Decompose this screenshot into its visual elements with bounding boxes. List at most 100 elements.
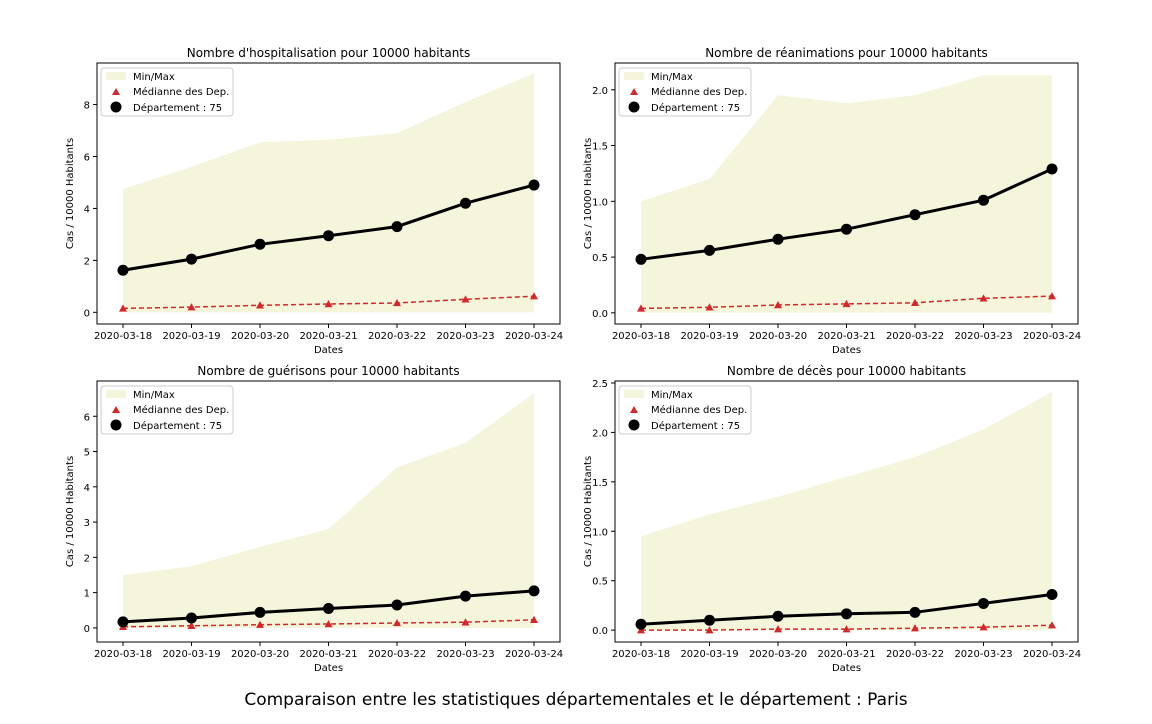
median-point xyxy=(911,298,919,307)
department-point xyxy=(635,618,647,630)
y-axis-label: Cas / 10000 Habitants xyxy=(65,456,76,567)
department-point xyxy=(186,612,197,624)
y-axis-label: Cas / 10000 Habitants xyxy=(583,138,594,249)
department-point xyxy=(909,209,921,221)
x-tick-label: 2020-03-22 xyxy=(886,331,944,342)
x-tick-label: 2020-03-21 xyxy=(817,331,875,342)
legend-box xyxy=(100,385,234,435)
y-tick-label: 2.0 xyxy=(592,86,608,97)
department-point xyxy=(391,599,403,611)
department-point xyxy=(460,590,471,602)
chart-panel-1: 0 2 4 6 8 2020-03-18 2020-03-19 2020-03-20 2020-… xyxy=(65,46,563,356)
chart-panel-3: 0 1 2 3 4 5 6 2020-03-18 2020-03-19 2020-03-20 202… xyxy=(65,364,563,674)
department-point xyxy=(254,238,266,250)
y-axis-label: Cas / 10000 Habitants xyxy=(65,138,76,249)
x-tick-label: 2020-03-24 xyxy=(1023,649,1081,660)
x-tick-label: 2020-03-24 xyxy=(1023,331,1081,342)
x-tick-label: 2020-03-20 xyxy=(231,331,289,342)
median-point xyxy=(637,304,645,312)
y-axis-label: Cas / 10000 Habitants xyxy=(583,456,594,567)
minmax-band xyxy=(641,75,1052,313)
legend: Min/Max Médianne des Dep. Département : 75 xyxy=(100,385,234,435)
legend-label: Département : 75 xyxy=(133,420,222,432)
legend-box xyxy=(618,67,752,117)
x-tick-label: 2020-03-19 xyxy=(680,649,738,660)
median-point xyxy=(774,625,782,633)
x-tick-label: 2020-03-19 xyxy=(162,331,220,342)
department-point xyxy=(528,179,540,191)
legend-swatch-minmax xyxy=(106,72,126,80)
legend-swatch-minmax xyxy=(106,390,126,398)
median-point xyxy=(1048,621,1056,629)
legend-label: Min/Max xyxy=(133,390,175,401)
chart-title: Nombre de réanimations pour 10000 habita… xyxy=(705,46,988,60)
x-tick-label: 2020-03-21 xyxy=(299,331,357,342)
y-tick-label: 3 xyxy=(84,518,90,529)
x-tick-label: 2020-03-23 xyxy=(436,649,494,660)
y-tick-label: 0.5 xyxy=(592,253,608,264)
department-point xyxy=(841,223,852,235)
x-axis-label: Dates xyxy=(832,663,861,674)
y-tick-label: 1.0 xyxy=(592,527,608,538)
department-point xyxy=(635,253,647,265)
department-point xyxy=(528,585,540,597)
department-point xyxy=(117,616,129,628)
x-tick-label: 2020-03-19 xyxy=(680,331,738,342)
legend-swatch-minmax xyxy=(624,390,644,398)
x-tick-label: 2020-03-18 xyxy=(612,331,670,342)
y-tick-label: 0.5 xyxy=(592,577,608,588)
y-tick-label: 0 xyxy=(84,624,90,635)
legend-label: Médianne des Dep. xyxy=(133,404,229,416)
department-point xyxy=(978,194,989,206)
x-tick-label: 2020-03-20 xyxy=(749,649,807,660)
y-tick-label: 1 xyxy=(84,589,90,600)
chart-title: Nombre d'hospitalisation pour 10000 habi… xyxy=(187,46,471,60)
department-point xyxy=(254,606,266,618)
department-point xyxy=(978,597,989,609)
department-point xyxy=(704,614,715,626)
median-point xyxy=(842,299,851,308)
median-point xyxy=(774,301,782,309)
median-point xyxy=(979,294,988,302)
x-tick-label: 2020-03-21 xyxy=(817,649,875,660)
median-point xyxy=(530,292,538,300)
median-point xyxy=(530,615,538,623)
y-tick-label: 0 xyxy=(84,308,90,319)
department-point xyxy=(909,606,921,618)
x-axis-label: Dates xyxy=(832,345,861,356)
median-point xyxy=(979,623,988,631)
x-tick-label: 2020-03-20 xyxy=(749,331,807,342)
department-point xyxy=(460,197,471,209)
y-tick-label: 1.0 xyxy=(592,197,608,208)
y-tick-label: 2 xyxy=(84,553,90,564)
chart-title: Nombre de décès pour 10000 habitants xyxy=(727,364,966,378)
chart-panel-2: 0.0 0.5 1.0 1.5 2.0 2020-03-18 2020-03-19 2020-… xyxy=(583,46,1081,356)
median-point xyxy=(705,303,714,311)
department-point xyxy=(117,264,129,276)
x-tick-label: 2020-03-18 xyxy=(612,649,670,660)
x-axis-label: Dates xyxy=(314,345,343,356)
department-point xyxy=(323,602,334,614)
legend-label: Médianne des Dep. xyxy=(651,404,747,416)
legend-swatch-minmax xyxy=(624,72,644,80)
legend: Min/Max Médianne des Dep. Département : 75 xyxy=(618,67,752,117)
legend-label: Médianne des Dep. xyxy=(133,86,229,98)
x-tick-label: 2020-03-23 xyxy=(954,331,1012,342)
median-point xyxy=(119,304,127,312)
y-tick-label: 0.0 xyxy=(592,309,608,320)
department-point xyxy=(704,244,715,256)
x-tick-label: 2020-03-19 xyxy=(162,649,220,660)
department-point xyxy=(323,230,334,242)
legend-swatch-median xyxy=(112,88,120,95)
legend-swatch-department xyxy=(110,101,122,113)
median-point xyxy=(393,298,401,307)
x-tick-label: 2020-03-24 xyxy=(505,331,563,342)
department-point xyxy=(772,233,784,245)
median-point xyxy=(1048,292,1056,300)
x-tick-label: 2020-03-23 xyxy=(436,331,494,342)
legend-swatch-department xyxy=(110,419,122,431)
department-point xyxy=(772,610,784,622)
x-tick-label: 2020-03-22 xyxy=(368,331,426,342)
